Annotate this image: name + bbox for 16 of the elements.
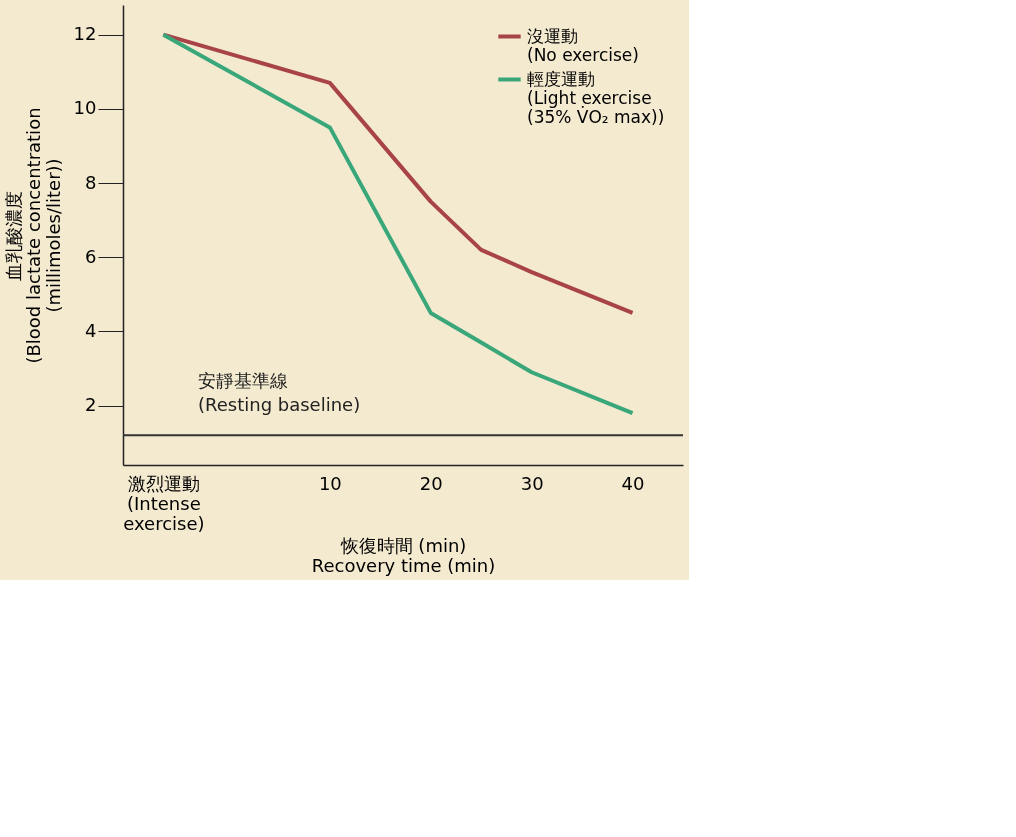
y-tick-label: 6: [85, 245, 97, 267]
y-tick-label: 10: [73, 97, 97, 119]
legend-label: 沒運動 (No exercise): [527, 25, 639, 65]
x-tick-label: 40: [621, 472, 645, 494]
y-tick-label: 12: [73, 23, 97, 45]
x-axis-title: 恢復時間 (min) Recovery time (min): [311, 534, 496, 576]
y-tick-label: 2: [85, 394, 97, 416]
y-axis-title: 血乳酸濃度 (Blood lactate concentration (millimoles/liter)): [2, 107, 64, 364]
x-tick-label: 20: [419, 472, 443, 494]
y-tick-label: 8: [85, 171, 97, 193]
y-tick-label: 4: [85, 319, 97, 341]
x-tick-label: 10: [318, 472, 342, 494]
x-tick-label: 激烈運動 (Intense exercise): [123, 472, 205, 534]
legend-label: 輕度運動 (Light exercise (35% V̇O₂ max)): [527, 68, 665, 127]
ref-line-label: 安靜基準線 (Resting baseline): [198, 370, 361, 416]
x-tick-label: 30: [520, 472, 544, 494]
